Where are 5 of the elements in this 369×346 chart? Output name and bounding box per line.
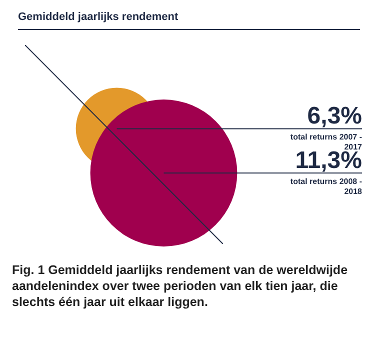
category-label: total returns 2008 - 2018 [290, 177, 363, 196]
data-label: 6,3% [307, 102, 362, 130]
text: Gemiddeld jaarlijks rendement [18, 11, 360, 30]
category-label: total returns 2007 - 2017 [290, 132, 363, 152]
caption: Fig. 1 Gemiddeld jaarlijks rendement van de wereldwijde aandelenindex over twee perioden van elk tien jaar, die slechts één jaar uit elkaar liggen. [12, 262, 349, 310]
